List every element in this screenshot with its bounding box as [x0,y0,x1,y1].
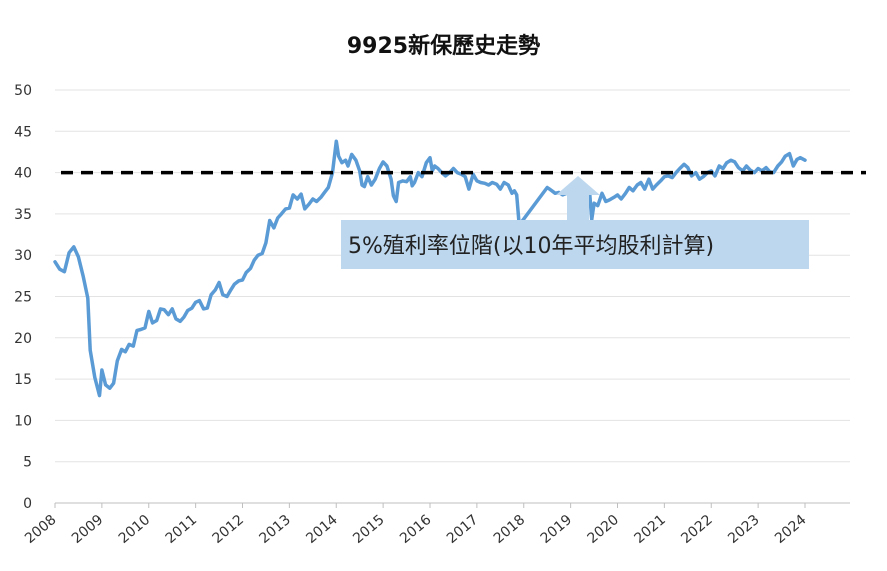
y-tick-label: 15 [14,372,32,388]
annotation-box [341,220,809,269]
y-tick-label: 50 [14,83,32,99]
x-tick-label: 2016 [397,512,435,547]
y-tick-label: 40 [14,166,32,182]
y-tick-label: 35 [14,207,32,223]
y-tick-label: 30 [14,248,32,264]
x-tick-label: 2015 [350,512,388,547]
x-tick-label: 2019 [538,512,576,547]
y-tick-label: 20 [14,331,32,347]
x-tick-label: 2017 [444,512,482,547]
x-tick-label: 2008 [22,512,60,547]
x-tick-label: 2023 [725,512,763,547]
x-tick-label: 2024 [772,512,810,547]
x-tick-label: 2012 [209,512,247,547]
x-tick-label: 2010 [116,512,154,547]
y-tick-label: 45 [14,124,32,140]
x-tick-label: 2018 [491,512,529,547]
annotation-text: 5%殖利率位階(以10年平均股利計算) [348,234,714,259]
y-tick-label: 10 [14,413,32,429]
y-tick-label: 5 [23,455,32,471]
x-tick-label: 2011 [163,512,201,547]
x-tick-label: 2020 [584,512,622,547]
x-tick-label: 2013 [256,512,294,547]
y-tick-label: 25 [14,290,32,306]
annotation-arrow [556,176,600,220]
price-series-line [53,139,807,398]
x-tick-label: 2009 [69,512,107,547]
x-tick-label: 2022 [678,512,716,547]
chart-title: 9925新保歷史走勢 [346,34,541,59]
x-tick-label: 2021 [631,512,669,547]
y-tick-label: 0 [23,496,32,512]
x-tick-label: 2014 [303,512,341,547]
